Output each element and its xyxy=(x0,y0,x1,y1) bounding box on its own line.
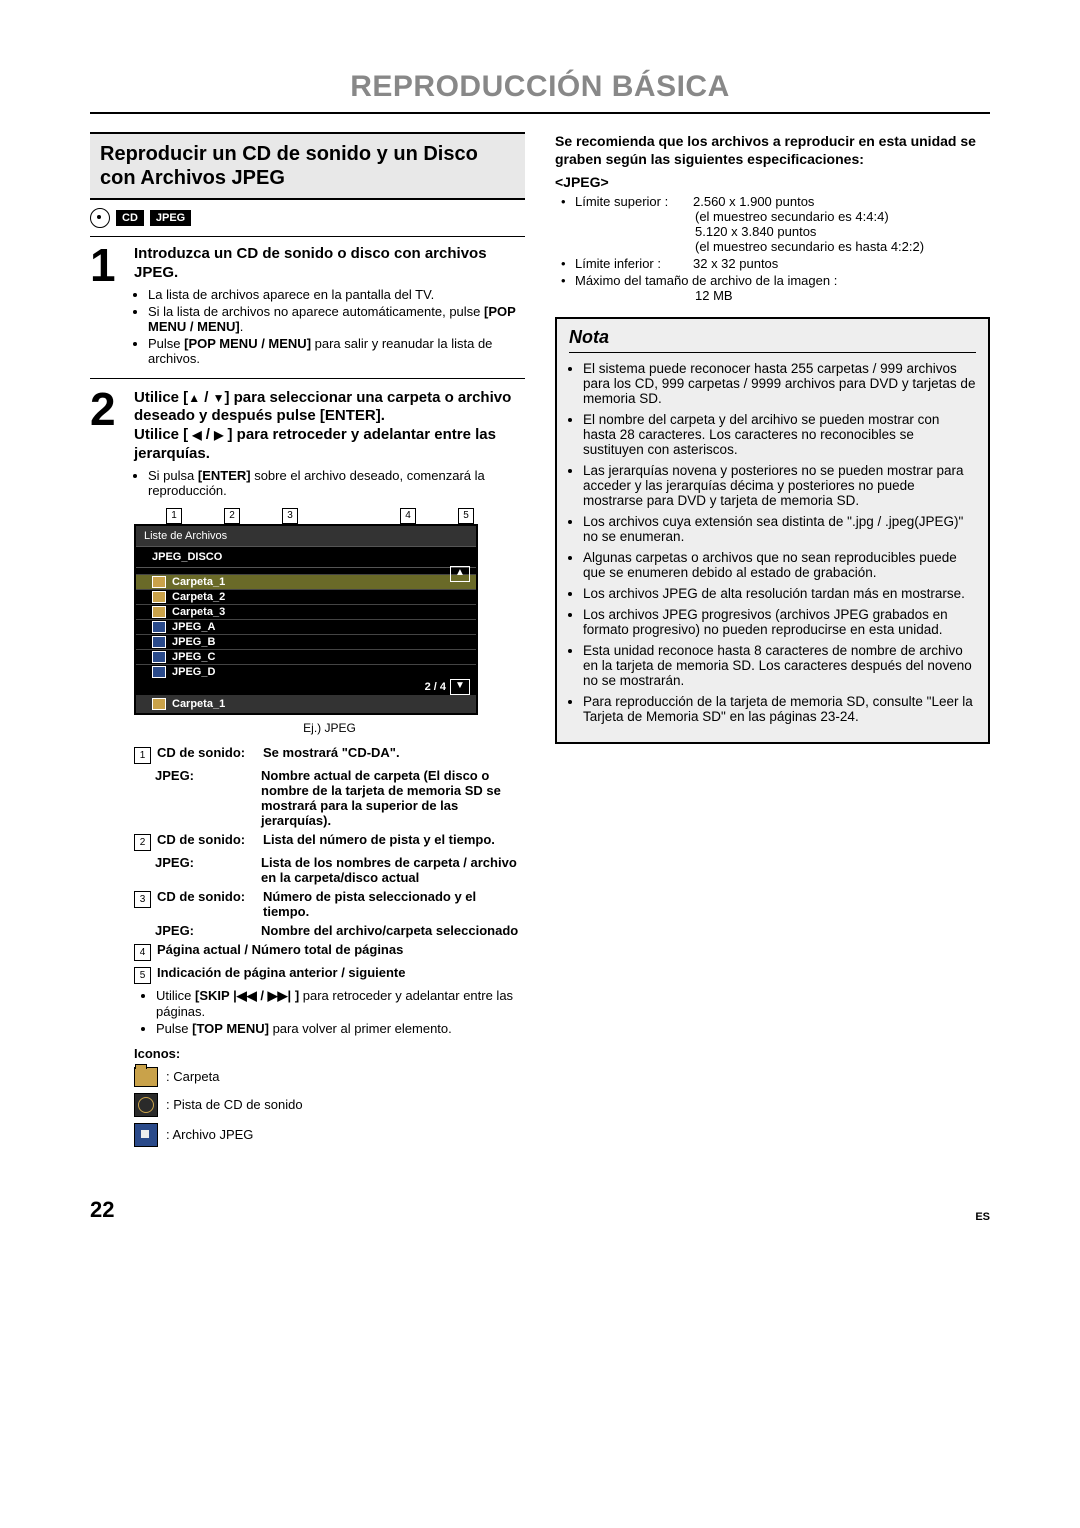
language-code: ES xyxy=(975,1211,990,1223)
step-1-bullet-1: La lista de archivos aparece en la panta… xyxy=(148,287,525,302)
right-column: Se recomienda que los archivos a reprodu… xyxy=(555,132,990,1173)
filebox-title: Liste de Archivos xyxy=(136,526,476,547)
file-row: JPEG_B xyxy=(136,634,476,649)
step-1-heading: Introduzca un CD de sonido o disco con a… xyxy=(134,245,525,283)
jpeg-file-icon xyxy=(152,636,166,648)
nota-title: Nota xyxy=(569,327,976,353)
folder-icon xyxy=(152,591,166,603)
jpeg-file-icon xyxy=(134,1123,158,1147)
file-list-mock: Liste de Archivos JPEG_DISCO ▲ Carpeta_1… xyxy=(134,524,478,715)
spec-list: Límite superior :2.560 x 1.900 puntos (e… xyxy=(555,194,990,303)
recommendation-heading: Se recomienda que los archivos a reprodu… xyxy=(555,132,990,168)
page-footer: 22 ES xyxy=(90,1197,990,1223)
filebox-caption: Ej.) JPEG xyxy=(134,721,525,735)
jpeg-file-icon xyxy=(152,621,166,633)
cd-track-icon xyxy=(134,1093,158,1117)
step-2-sub: Si pulsa [ENTER] sobre el archivo desead… xyxy=(148,468,525,498)
step-2-number: 2 xyxy=(90,389,124,1153)
jpeg-file-icon xyxy=(152,666,166,678)
folder-icon xyxy=(134,1067,158,1087)
filebox-disc: JPEG_DISCO xyxy=(136,547,476,568)
nota-item: Los archivos JPEG progresivos (archivos … xyxy=(583,607,976,637)
icon-row-cd: : Pista de CD de sonido xyxy=(134,1093,525,1117)
nota-item: El nombre del carpeta y del arcihivo se … xyxy=(583,412,976,457)
folder-icon xyxy=(152,606,166,618)
nota-box: Nota El sistema puede reconocer hasta 25… xyxy=(555,317,990,744)
nota-item: Los archivos JPEG de alta resolución tar… xyxy=(583,586,976,601)
jpeg-file-icon xyxy=(152,651,166,663)
file-row: JPEG_C xyxy=(136,649,476,664)
jpeg-tag: <JPEG> xyxy=(555,174,990,190)
badge-jpeg: JPEG xyxy=(150,210,191,226)
left-column: Reproducir un CD de sonido y un Disco co… xyxy=(90,132,525,1173)
filebox-footer: Carpeta_1 xyxy=(136,695,476,713)
filebox-page: 2 / 4 ▼ xyxy=(136,679,476,695)
scroll-up-icon: ▲ xyxy=(450,566,470,582)
step-2-heading-1: Utilice [▲ / ▼] para seleccionar una car… xyxy=(134,389,525,427)
format-badges: CD JPEG xyxy=(90,208,525,237)
file-row: Carpeta_3 xyxy=(136,604,476,619)
step-2: 2 Utilice [▲ / ▼] para seleccionar una c… xyxy=(90,389,525,1163)
nota-item: El sistema puede reconocer hasta 255 car… xyxy=(583,361,976,406)
nota-item: Esta unidad reconoce hasta 8 caracteres … xyxy=(583,643,976,688)
badge-cd: CD xyxy=(116,210,144,226)
legend: 1 CD de sonido: Se mostrará "CD-DA". JPE… xyxy=(134,745,525,1036)
step-1-bullet-2: Si la lista de archivos no aparece autom… xyxy=(148,304,525,334)
step-1: 1 Introduzca un CD de sonido o disco con… xyxy=(90,245,525,379)
step-2-heading-2: Utilice [ ◀ / ▶ ] para retroceder y adel… xyxy=(134,426,525,464)
page-title: REPRODUCCIÓN BÁSICA xyxy=(90,70,990,114)
nota-item: Las jerarquías novena y posteriores no s… xyxy=(583,463,976,508)
file-row: JPEG_A xyxy=(136,619,476,634)
folder-icon xyxy=(152,698,166,710)
icons-heading: Iconos: xyxy=(134,1046,525,1061)
scroll-down-icon: ▼ xyxy=(450,679,470,695)
callout-markers: 1 2 3 4 5 xyxy=(166,508,525,524)
section-heading: Reproducir un CD de sonido y un Disco co… xyxy=(90,132,525,200)
disc-icon xyxy=(90,208,110,228)
legend-bullet-1: Utilice [SKIP |◀◀ / ▶▶| ] para retrocede… xyxy=(156,988,525,1019)
step-1-bullet-3: Pulse [POP MENU / MENU] para salir y rea… xyxy=(148,336,525,366)
icon-row-folder: : Carpeta xyxy=(134,1067,525,1087)
step-1-number: 1 xyxy=(90,245,124,368)
file-row: Carpeta_2 xyxy=(136,589,476,604)
icon-row-jpeg: : Archivo JPEG xyxy=(134,1123,525,1147)
folder-icon xyxy=(152,576,166,588)
nota-item: Para reproducción de la tarjeta de memor… xyxy=(583,694,976,724)
file-row: Carpeta_1 xyxy=(136,574,476,589)
legend-bullet-2: Pulse [TOP MENU] para volver al primer e… xyxy=(156,1021,525,1036)
nota-item: Algunas carpetas o archivos que no sean … xyxy=(583,550,976,580)
page-number: 22 xyxy=(90,1197,114,1223)
nota-item: Los archivos cuya extensión sea distinta… xyxy=(583,514,976,544)
file-row: JPEG_D xyxy=(136,664,476,679)
